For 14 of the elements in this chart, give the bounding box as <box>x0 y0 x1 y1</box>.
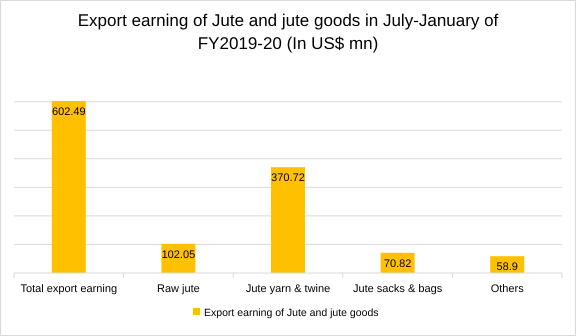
data-label: 70.82 <box>384 258 412 270</box>
bar <box>52 101 86 273</box>
data-label: 370.72 <box>271 172 305 184</box>
chart-title: Export earning of Jute and jute goods in July-January of FY2019-20 (In US$ mn) <box>78 11 499 53</box>
data-label: 58.9 <box>496 261 518 274</box>
data-label: 602.49 <box>52 106 86 118</box>
bar <box>271 167 305 273</box>
legend-label: Export earning of Jute and jute goods <box>204 307 379 319</box>
x-tick-label: Jute sacks & bags <box>352 283 443 295</box>
x-tick-label: Others <box>490 283 524 295</box>
x-tick-label: Total export earning <box>20 283 118 295</box>
data-label: 102.05 <box>162 248 196 261</box>
x-tick-label: Raw jute <box>157 283 200 295</box>
x-tick-label: Jute yarn & twine <box>246 283 330 295</box>
